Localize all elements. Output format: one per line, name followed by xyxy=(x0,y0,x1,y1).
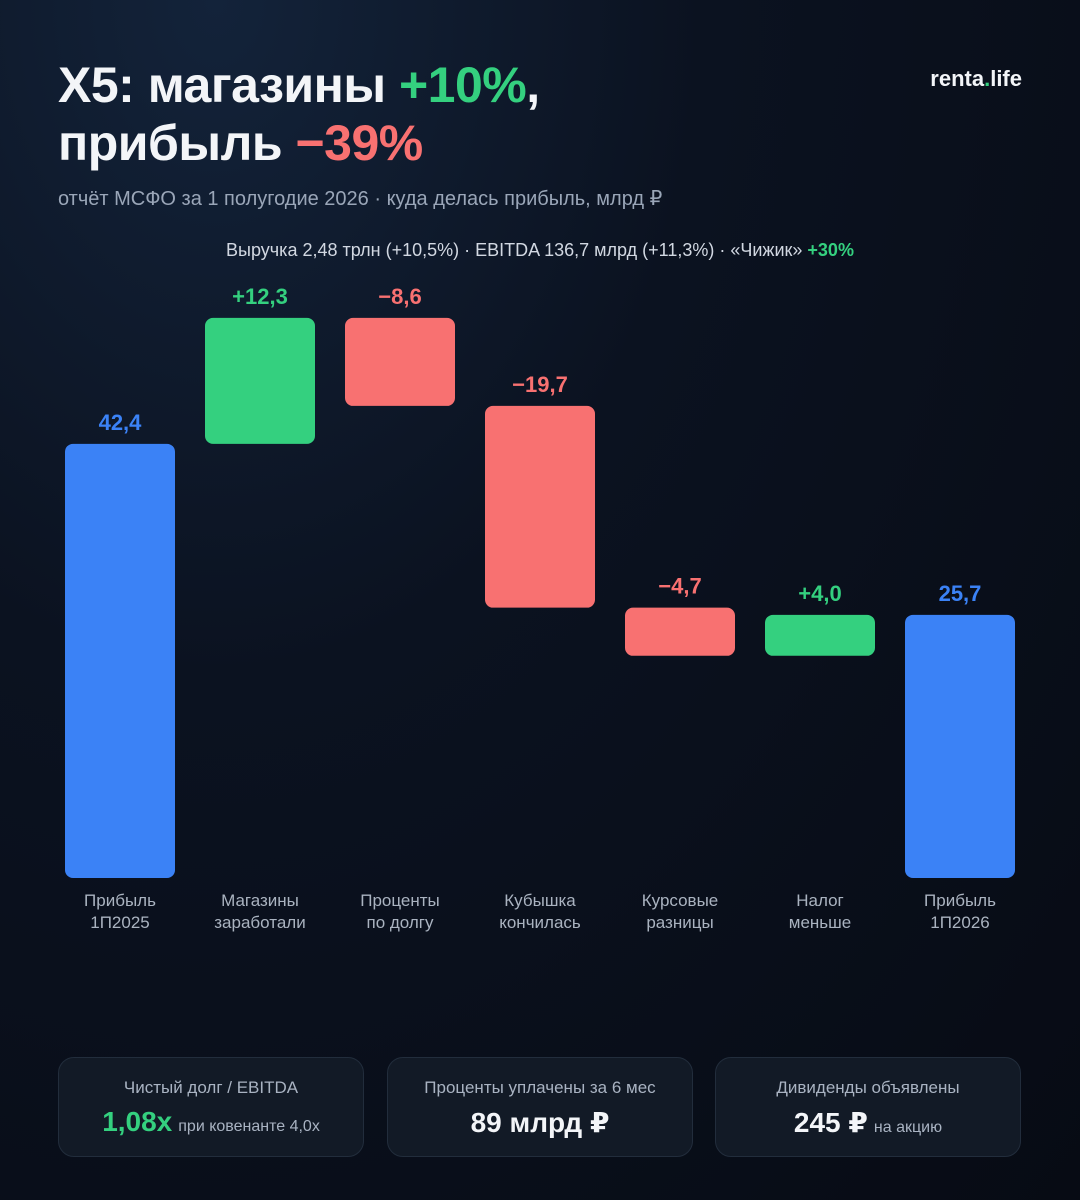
title-growth-accent: +10% xyxy=(398,57,527,113)
card-value-row: 1,08x при ковенанте 4,0x xyxy=(59,1106,363,1138)
category-label-7-1: Прибыль xyxy=(924,891,996,910)
brand-logo: renta.life xyxy=(930,66,1022,92)
card-label: Дивиденды объявлены xyxy=(776,1078,960,1097)
category-label-3-2: по долгу xyxy=(366,913,434,932)
category-label-2-2: заработали xyxy=(214,913,305,932)
brand-tail: life xyxy=(990,66,1022,91)
card-value: 1,08x xyxy=(102,1106,173,1137)
kpi-accent: +30% xyxy=(807,240,854,260)
category-label-1-2: 1П2025 xyxy=(90,913,150,932)
card-dividends: Дивиденды объявлены 245 ₽ на акцию xyxy=(715,1057,1021,1157)
summary-cards: Чистый долг / EBITDA 1,08x при ковенанте … xyxy=(58,1057,1022,1157)
kpi-line: Выручка 2,48 трлн (+10,5%) · EBITDA 136,… xyxy=(0,240,1080,261)
category-label-6-1: Налог xyxy=(796,891,844,910)
category-label-4-2: кончилась xyxy=(499,913,581,932)
title-text-1: X5: магазины xyxy=(58,57,399,113)
card-value: 245 ₽ xyxy=(793,1107,868,1138)
card-label: Проценты уплачены за 6 мес xyxy=(424,1078,656,1097)
data-label-4: −19,7 xyxy=(512,372,568,397)
data-label-3: −8,6 xyxy=(378,284,421,309)
title-text-2: прибыль xyxy=(58,115,296,171)
category-label-4-1: Кубышка xyxy=(504,891,576,910)
category-label-1-1: Прибыль xyxy=(84,891,156,910)
card-debt-ebitda: Чистый долг / EBITDA 1,08x при ковенанте … xyxy=(58,1057,364,1157)
data-label-1: 42,4 xyxy=(99,410,143,435)
bar-5 xyxy=(625,607,735,656)
card-value-row: 245 ₽ на акцию xyxy=(716,1106,1020,1139)
card-interest-paid: Проценты уплачены за 6 мес 89 млрд ₽ xyxy=(387,1057,693,1157)
page-title: X5: магазины +10%, прибыль −39% xyxy=(58,56,540,172)
data-label-2: +12,3 xyxy=(232,284,288,309)
title-decline-accent: −39% xyxy=(295,115,423,171)
category-label-5-2: разницы xyxy=(646,913,713,932)
bar-6 xyxy=(765,614,875,656)
category-label-7-2: 1П2026 xyxy=(930,913,990,932)
card-note: на акцию xyxy=(873,1119,943,1136)
bar-2 xyxy=(205,317,315,444)
title-line-1: X5: магазины +10%, xyxy=(58,56,540,114)
card-note: при ковенанте 4,0x xyxy=(178,1118,320,1135)
category-label-5-1: Курсовые xyxy=(642,891,719,910)
brand-dot: . xyxy=(984,66,991,91)
title-line-2: прибыль −39% xyxy=(58,114,540,172)
data-label-7: 25,7 xyxy=(939,581,982,606)
category-label-3-1: Проценты xyxy=(360,891,440,910)
bar-1 xyxy=(65,443,175,878)
bar-7 xyxy=(905,614,1015,878)
bar-4 xyxy=(485,405,595,608)
kpi-text: Выручка 2,48 трлн (+10,5%) · EBITDA 136,… xyxy=(226,240,808,260)
card-value-row: 89 млрд ₽ xyxy=(388,1106,692,1139)
brand-main: renta xyxy=(930,66,985,91)
subtitle: отчёт МСФО за 1 полугодие 2026 · куда де… xyxy=(58,188,663,210)
data-label-6: +4,0 xyxy=(798,581,841,606)
card-value: 89 млрд ₽ xyxy=(470,1107,610,1138)
title-comma: , xyxy=(526,57,540,113)
bar-3 xyxy=(345,317,455,406)
card-label: Чистый долг / EBITDA xyxy=(123,1078,299,1097)
category-label-6-2: меньше xyxy=(789,913,851,932)
waterfall-chart: 42,4 Прибыль 1П2025 +12,3 Магазины заработали… xyxy=(65,284,1015,932)
data-label-5: −4,7 xyxy=(658,574,701,599)
category-label-2-1: Магазины xyxy=(221,891,299,910)
